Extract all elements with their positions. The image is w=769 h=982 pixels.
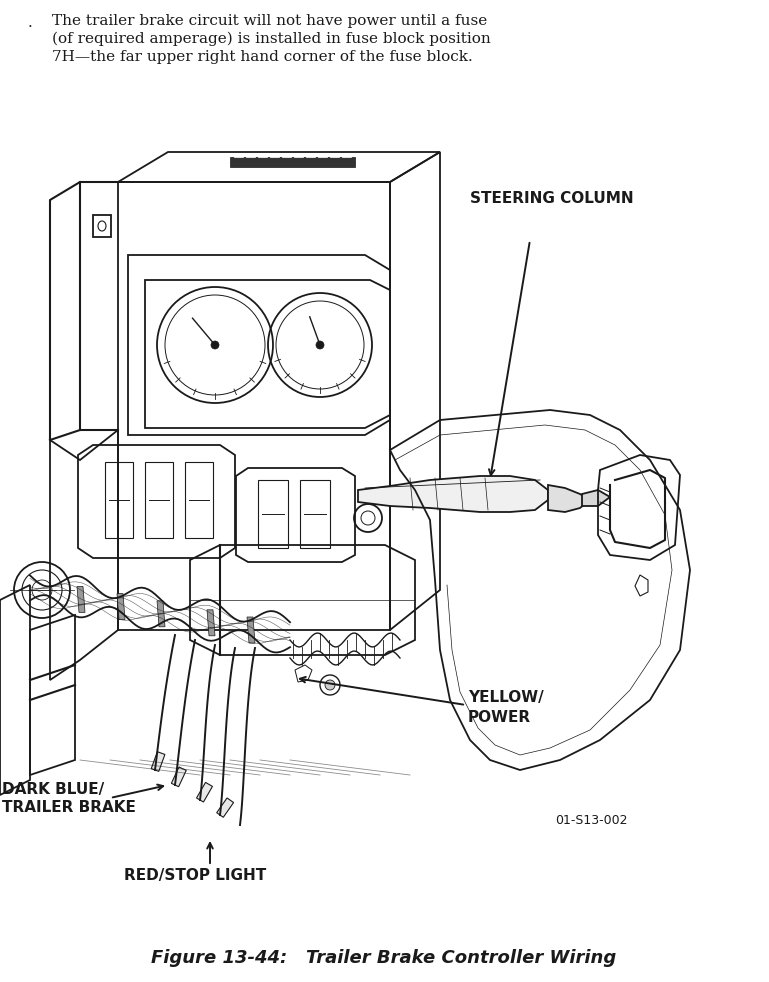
Text: YELLOW/: YELLOW/ xyxy=(468,690,544,705)
Polygon shape xyxy=(197,783,212,802)
Text: The trailer brake circuit will not have power until a fuse: The trailer brake circuit will not have … xyxy=(52,14,488,28)
Polygon shape xyxy=(230,157,355,167)
Circle shape xyxy=(325,680,335,690)
Polygon shape xyxy=(171,767,186,787)
Text: STEERING COLUMN: STEERING COLUMN xyxy=(470,191,634,205)
Circle shape xyxy=(211,341,219,349)
Polygon shape xyxy=(77,586,85,613)
Text: RED/STOP LIGHT: RED/STOP LIGHT xyxy=(124,868,266,883)
Text: 7H—the far upper right hand corner of the fuse block.: 7H—the far upper right hand corner of th… xyxy=(52,50,473,64)
Polygon shape xyxy=(157,601,165,627)
Polygon shape xyxy=(582,490,610,506)
Polygon shape xyxy=(207,610,215,635)
Text: DARK BLUE/: DARK BLUE/ xyxy=(2,782,105,797)
Text: (of required amperage) is installed in fuse block position: (of required amperage) is installed in f… xyxy=(52,32,491,46)
Text: 01-S13-002: 01-S13-002 xyxy=(555,813,628,827)
Polygon shape xyxy=(247,617,255,643)
Text: TRAILER BRAKE: TRAILER BRAKE xyxy=(2,800,136,815)
Polygon shape xyxy=(548,485,590,512)
Polygon shape xyxy=(217,798,234,817)
Polygon shape xyxy=(358,476,548,512)
Circle shape xyxy=(316,341,324,349)
Text: Figure 13-44:   Trailer Brake Controller Wiring: Figure 13-44: Trailer Brake Controller W… xyxy=(151,949,617,967)
Text: .: . xyxy=(28,16,33,30)
Bar xyxy=(93,215,111,237)
Polygon shape xyxy=(117,593,125,620)
Text: POWER: POWER xyxy=(468,710,531,725)
Polygon shape xyxy=(151,751,165,772)
